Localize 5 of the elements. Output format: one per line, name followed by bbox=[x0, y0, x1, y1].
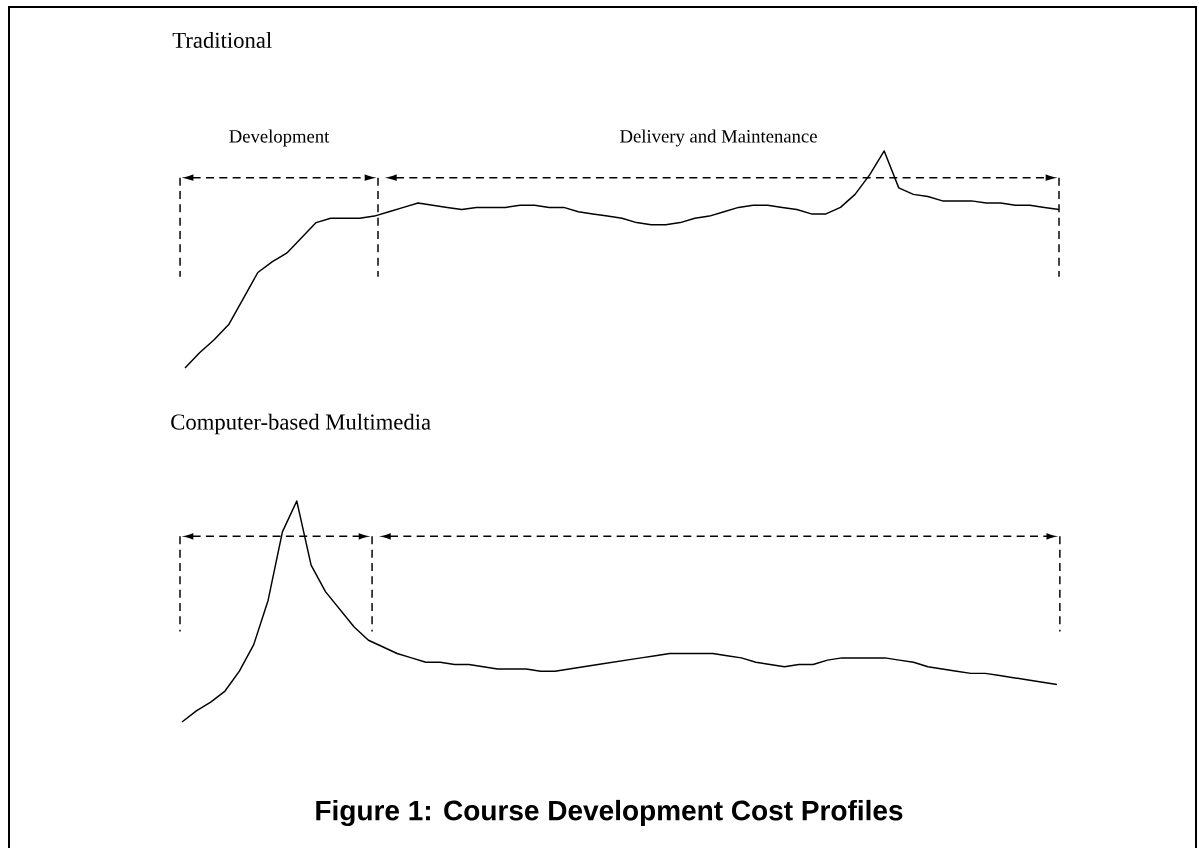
chart-title: Traditional bbox=[172, 32, 272, 48]
text: Development bbox=[229, 129, 330, 147]
text: Delivery and Maintenance bbox=[620, 129, 817, 147]
chart-title: Computer-based Multimedia bbox=[171, 413, 431, 435]
caption: Figure 1: Course Development Cost Profiles bbox=[316, 799, 903, 827]
